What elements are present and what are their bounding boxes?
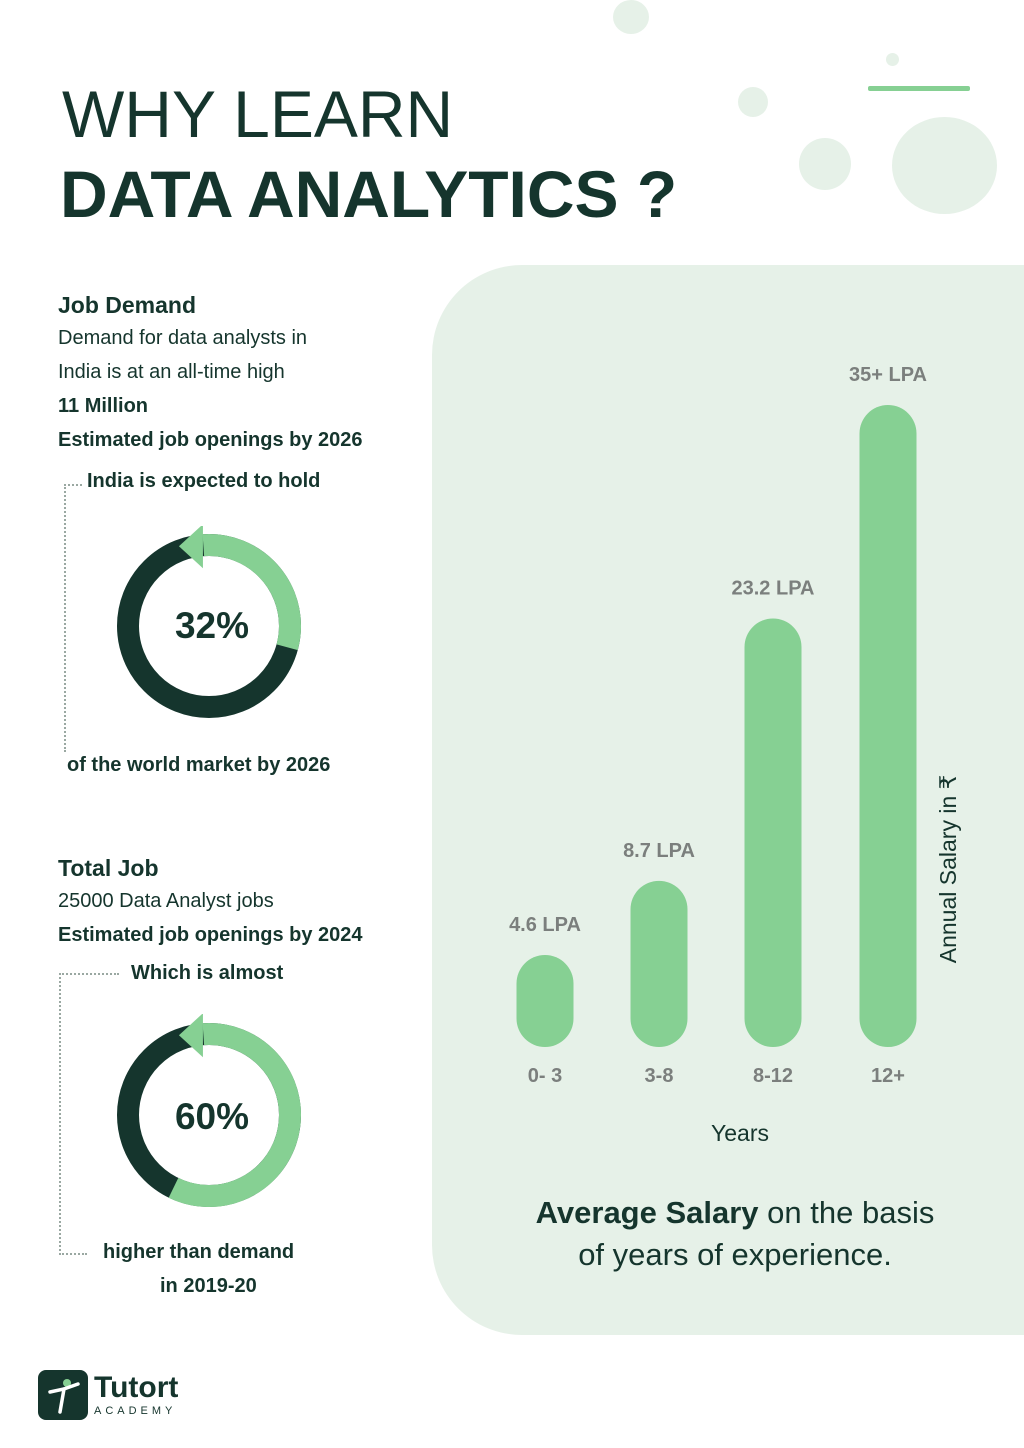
decor-circle-medium xyxy=(799,138,851,190)
caption-line-2: of years of experience. xyxy=(578,1237,892,1272)
decor-circle-small-top xyxy=(613,0,649,34)
donut-arrow-icon xyxy=(178,1014,203,1058)
salary-bar xyxy=(516,955,574,1047)
logo-sub: ACADEMY xyxy=(94,1405,177,1417)
x-tick-label: 3-8 xyxy=(645,1065,674,1087)
decor-circle-large xyxy=(892,117,997,214)
chart-caption: Average Salary on the basis of years of … xyxy=(470,1192,1000,1276)
total-job-figure-note: Estimated job openings by 2024 xyxy=(58,924,363,946)
total-job-desc: 25000 Data Analyst jobs xyxy=(58,890,274,912)
total-job-section: Total Job 25000 Data Analyst jobs Estima… xyxy=(58,855,418,952)
total-job-lead: Which is almost xyxy=(131,962,284,984)
job-demand-figure-note: Estimated job openings by 2026 xyxy=(58,429,363,451)
tutort-logo: Tutort ACADEMY xyxy=(38,1370,178,1420)
job-demand-lead: India is expected to hold xyxy=(87,470,321,492)
salary-panel xyxy=(432,265,1024,1335)
salary-bar xyxy=(744,618,802,1047)
logo-mark-icon xyxy=(38,1370,88,1420)
page-title-line-1: WHY LEARN xyxy=(62,77,454,151)
x-tick-label: 12+ xyxy=(871,1065,905,1087)
salary-bar xyxy=(859,405,917,1047)
y-axis-label: Annual Salary in ₹ xyxy=(935,775,961,964)
salary-bar xyxy=(630,880,688,1047)
decor-circle-dot xyxy=(886,53,899,66)
donut-percent-label: 60% xyxy=(175,1096,249,1137)
donut-progress-arc xyxy=(202,534,301,651)
logo-name: Tutort xyxy=(94,1371,179,1404)
job-demand-figure: 11 Million xyxy=(58,395,149,417)
connector-h-1 xyxy=(64,484,82,486)
job-demand-tail: of the world market by 2026 xyxy=(67,754,331,776)
bar-data-label: 35+ LPA xyxy=(849,364,927,386)
page-title-line-2: DATA ANALYTICS ? xyxy=(60,157,678,231)
job-demand-desc-1: Demand for data analysts in xyxy=(58,327,308,349)
donut-world-market: 32% xyxy=(117,526,301,718)
decor-line xyxy=(868,86,970,91)
bar-data-label: 4.6 LPA xyxy=(509,914,581,936)
connector-h-2 xyxy=(59,973,119,975)
x-axis-label: Years xyxy=(711,1120,769,1146)
bar-data-label: 23.2 LPA xyxy=(732,577,815,599)
connector-h-3 xyxy=(59,1253,87,1255)
total-job-tail-2: in 2019-20 xyxy=(160,1275,257,1297)
bars-layer: 4.6 LPA 0- 3 8.7 LPA 3-8 23.2 LPA 8-12 35+ LPA… xyxy=(509,364,927,1087)
job-demand-desc-2: India is at an all-time high xyxy=(58,361,285,383)
connector-v-2 xyxy=(59,973,61,1255)
donut-demand-growth: 60% xyxy=(117,1014,301,1207)
job-demand-section: Job Demand Demand for data analysts in I… xyxy=(58,292,418,457)
total-job-heading: Total Job xyxy=(58,855,159,881)
connector-v-1 xyxy=(64,484,66,752)
donut-percent-label: 32% xyxy=(175,605,249,646)
salary-bar-chart: 4.6 LPA 0- 3 8.7 LPA 3-8 23.2 LPA 8-12 35+ LPA… xyxy=(509,364,961,1146)
donut-progress-arc xyxy=(168,1023,301,1207)
x-tick-label: 8-12 xyxy=(753,1065,793,1087)
donut-arrow-icon xyxy=(178,526,203,569)
decor-circle-small xyxy=(738,87,768,117)
caption-bold: Average Salary on the basis xyxy=(535,1195,935,1230)
total-job-tail-1: higher than demand xyxy=(103,1241,295,1263)
bar-data-label: 8.7 LPA xyxy=(623,840,695,862)
x-tick-label: 0- 3 xyxy=(528,1065,562,1087)
job-demand-heading: Job Demand xyxy=(58,292,197,318)
